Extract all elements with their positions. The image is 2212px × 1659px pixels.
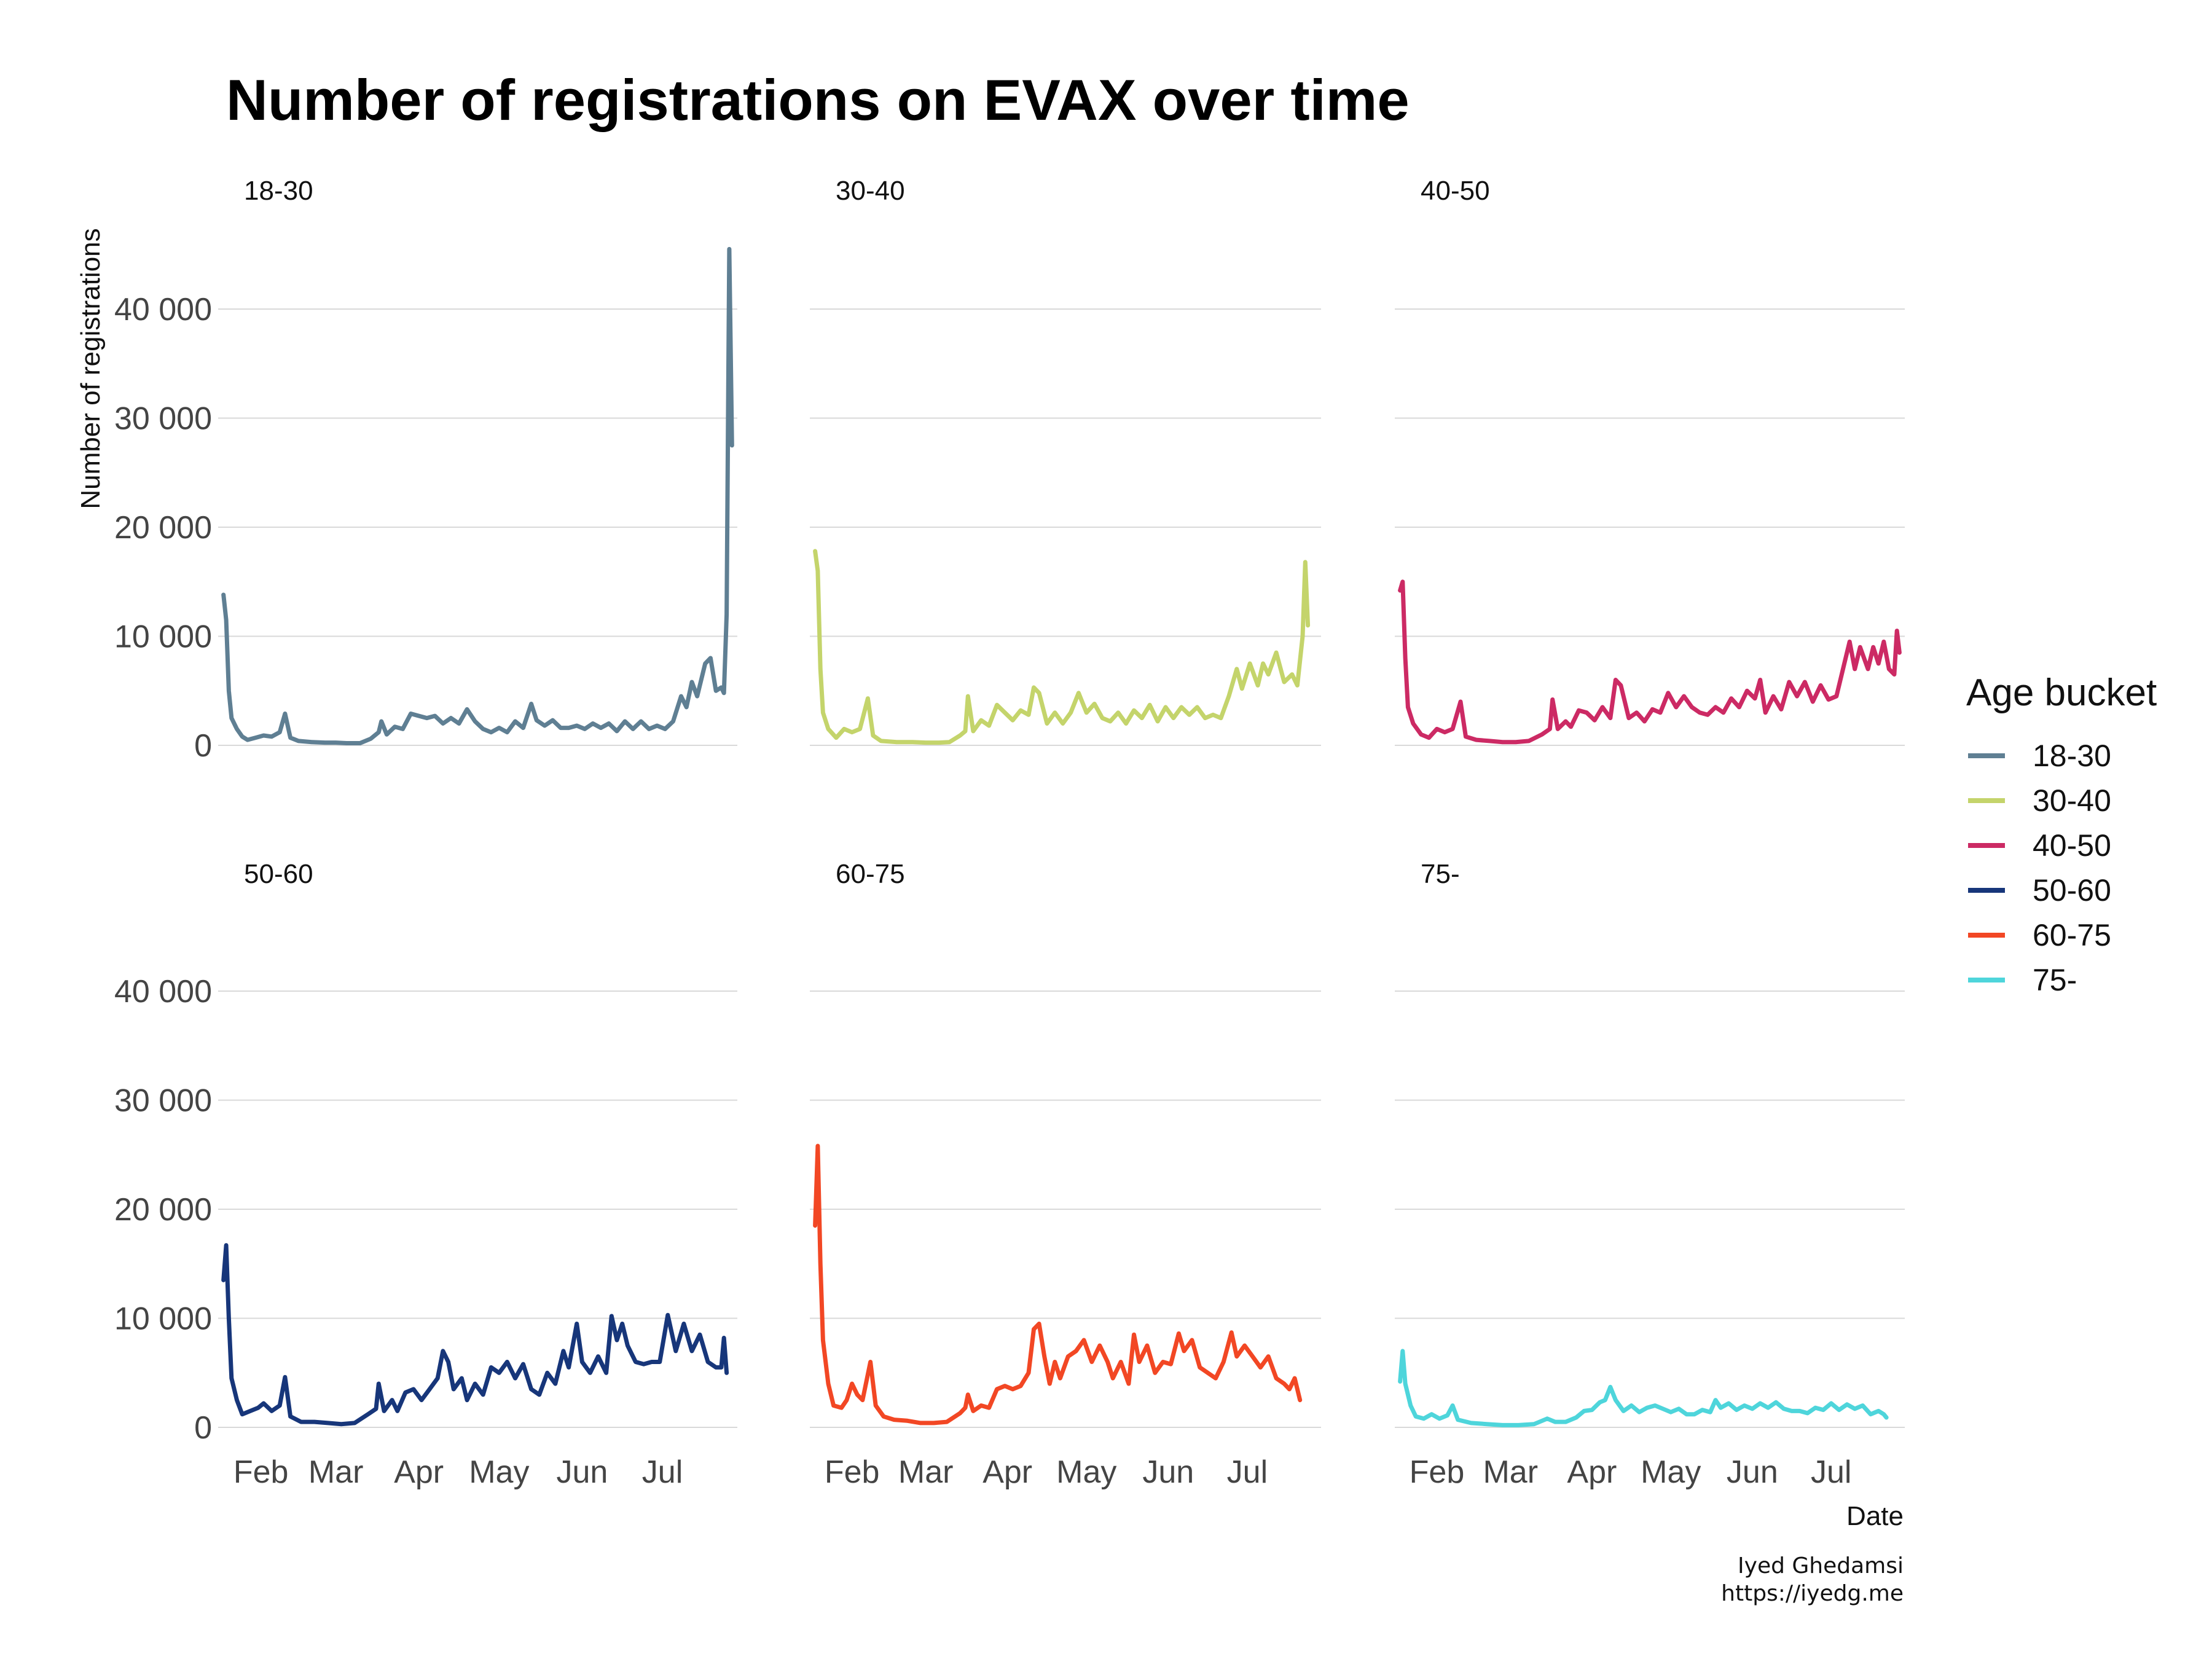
x-tick-label: May [1056,1454,1116,1490]
y-tick-label: 40 000 [114,974,212,1010]
legend-label: 18-30 [2033,739,2111,773]
y-tick-label: 10 000 [114,1301,212,1337]
facet-strip-label: 75- [1421,859,1460,889]
y-tick-label: 0 [194,1410,212,1446]
y-tick-label: 30 000 [114,401,212,437]
caption: Iyed Ghedamsi https://iyedg.me [1721,1553,1904,1606]
legend-item-18-30: 18-30 [1968,739,2111,773]
series-line-18-30 [221,246,734,745]
chart-title: Number of registrations on EVAX over tim… [226,68,1410,132]
legend: Age bucket 18-30 30-40 40-50 50-60 60-75 75- [1966,672,2157,997]
legend-items: 18-30 30-40 40-50 50-60 60-75 75- [1968,739,2111,997]
facet-panel-50-60: 50-60 0 10 000 20 000 30 000 40 000 Feb Mar Apr M… [114,859,737,1490]
x-axis-label: Date [1846,1501,1904,1531]
series-line-40-50 [1398,579,1902,745]
facet-panel-60-75: 60-75 Feb Mar Apr May Jun Jul [810,859,1321,1490]
facet-panel-18-30: 18-30 0 10 000 20 000 30 000 40 000 [114,176,737,764]
caption-author: Iyed Ghedamsi [1738,1553,1904,1579]
series-line-30-40 [813,549,1311,745]
x-tick-label: Jul [1811,1454,1851,1490]
facet-strip-label: 18-30 [244,176,313,206]
y-tick-label: 40 000 [114,292,212,327]
facet-strip-label: 60-75 [836,859,905,889]
y-tick-label: 0 [194,728,212,764]
x-tick-label: Mar [1483,1454,1538,1490]
y-tick-label: 30 000 [114,1083,212,1119]
legend-label: 60-75 [2033,918,2111,952]
facet-panel-40-50: 40-50 [1395,176,1905,746]
x-tick-label: Jul [1227,1454,1268,1490]
facet-strip-label: 30-40 [836,176,905,206]
x-tick-label: Feb [825,1454,880,1490]
series-line-60-75 [813,1143,1303,1426]
x-tick-label: Mar [308,1454,364,1490]
legend-label: 75- [2033,963,2077,997]
x-tick-label: Feb [233,1454,289,1490]
x-tick-label: Feb [1410,1454,1465,1490]
legend-label: 30-40 [2033,783,2111,818]
x-tick-label: Jun [1142,1454,1194,1490]
facet-panel-30-40: 30-40 [810,176,1321,746]
legend-item-75-: 75- [1968,963,2077,997]
x-tick-label: Apr [394,1454,444,1490]
x-tick-label: May [1641,1454,1701,1490]
legend-item-50-60: 50-60 [1968,873,2111,908]
x-tick-label: Jun [1727,1454,1778,1490]
x-tick-label: Jul [642,1454,683,1490]
y-tick-label: 20 000 [114,510,212,546]
facet-panel-75-: 75- Feb Mar Apr May Jun Jul [1395,859,1905,1490]
legend-label: 50-60 [2033,873,2111,908]
legend-item-60-75: 60-75 [1968,918,2111,952]
x-tick-label: Jun [556,1454,608,1490]
legend-item-30-40: 30-40 [1968,783,2111,818]
x-tick-label: Apr [982,1454,1032,1490]
x-tick-label: Mar [898,1454,954,1490]
facet-panels: 18-30 0 10 000 20 000 30 000 40 000 30-40 40-50… [114,176,1905,1490]
facet-strip-label: 40-50 [1421,176,1490,206]
legend-item-40-50: 40-50 [1968,828,2111,863]
series-line-75- [1398,1349,1889,1427]
caption-url: https://iyedg.me [1721,1581,1904,1606]
facet-strip-label: 50-60 [244,859,313,889]
legend-label: 40-50 [2033,828,2111,863]
y-tick-label: 20 000 [114,1192,212,1228]
x-tick-label: May [469,1454,529,1490]
y-axis-label: Number of registrations [76,228,106,509]
x-tick-label: Apr [1567,1454,1617,1490]
legend-title: Age bucket [1966,672,2157,714]
y-tick-label: 10 000 [114,619,212,655]
series-line-50-60 [221,1243,729,1427]
